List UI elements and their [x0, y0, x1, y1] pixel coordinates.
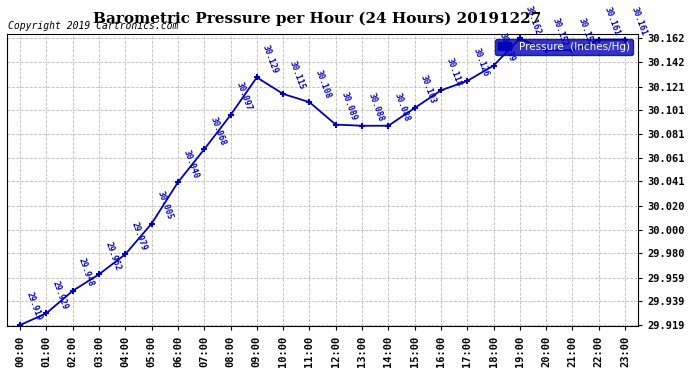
Text: 30.103: 30.103: [419, 74, 437, 105]
Text: 29.962: 29.962: [103, 240, 122, 272]
Text: 30.040: 30.040: [182, 148, 201, 180]
Text: 30.162: 30.162: [524, 4, 543, 36]
Text: Copyright 2019 Cartronics.com: Copyright 2019 Cartronics.com: [8, 21, 178, 31]
Text: 29.929: 29.929: [50, 279, 69, 310]
Text: 30.108: 30.108: [313, 68, 333, 99]
Text: 29.919: 29.919: [24, 291, 43, 322]
Text: 29.979: 29.979: [130, 220, 148, 252]
Text: 30.161: 30.161: [603, 6, 622, 37]
Text: 30.089: 30.089: [340, 90, 359, 122]
Text: 30.152: 30.152: [577, 16, 595, 48]
Text: 30.129: 30.129: [261, 44, 279, 75]
Text: 30.161: 30.161: [629, 6, 648, 37]
Text: 30.152: 30.152: [551, 16, 569, 48]
Text: 30.088: 30.088: [366, 92, 385, 123]
Text: 30.068: 30.068: [208, 115, 227, 147]
Text: 30.118: 30.118: [445, 56, 464, 88]
Text: 30.088: 30.088: [393, 92, 411, 123]
Text: Barometric Pressure per Hour (24 Hours) 20191227: Barometric Pressure per Hour (24 Hours) …: [93, 11, 542, 26]
Text: 30.126: 30.126: [471, 47, 490, 78]
Text: 29.948: 29.948: [77, 257, 95, 288]
Text: 30.115: 30.115: [287, 60, 306, 91]
Legend: Pressure  (Inches/Hg): Pressure (Inches/Hg): [495, 39, 633, 55]
Text: 30.139: 30.139: [497, 32, 516, 63]
Text: 30.097: 30.097: [235, 81, 253, 112]
Text: 30.005: 30.005: [156, 190, 175, 221]
